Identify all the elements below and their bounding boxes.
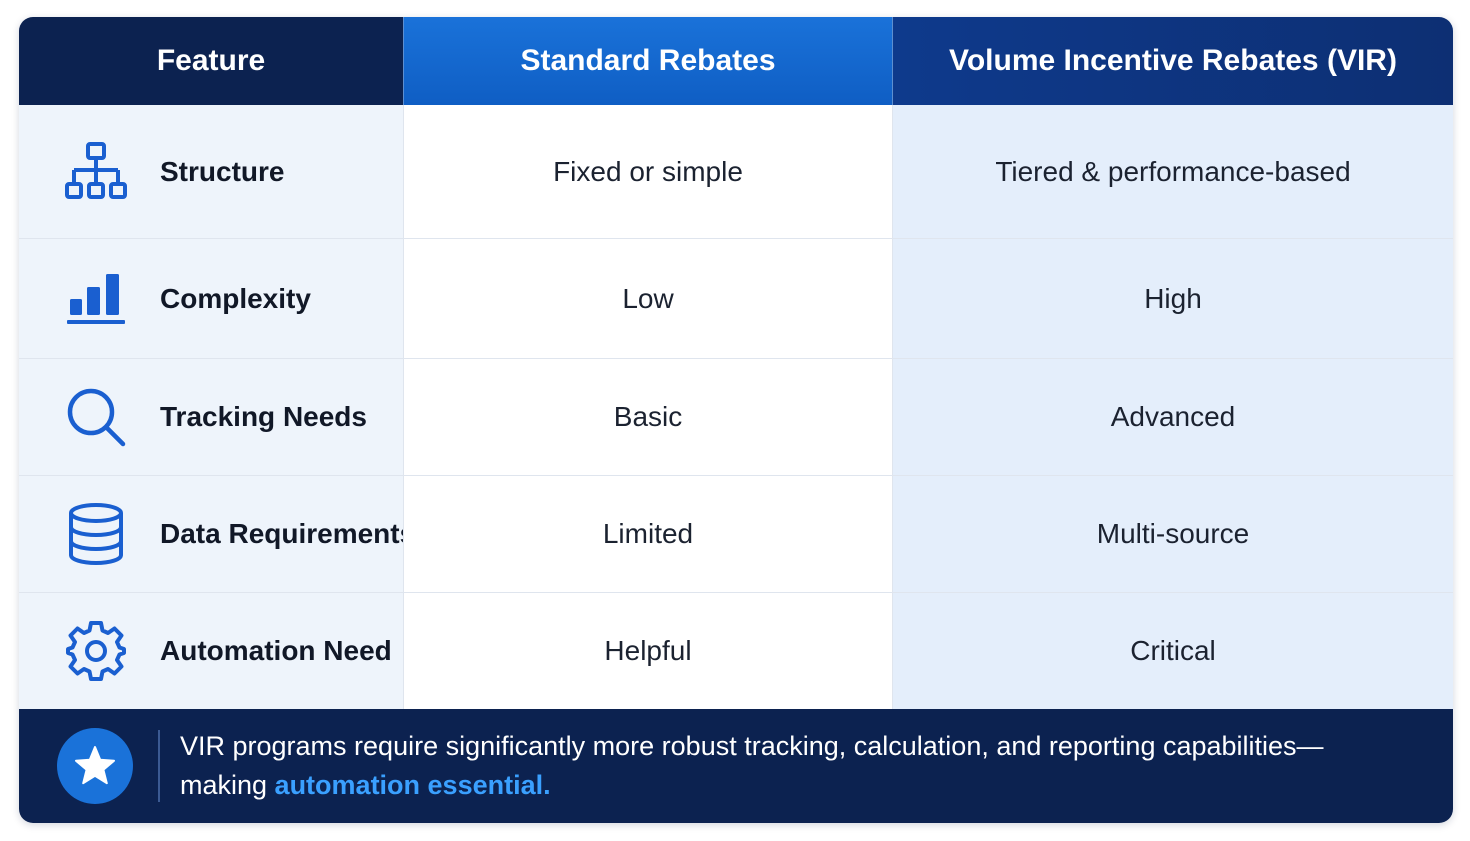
header-vir: Volume Incentive Rebates (VIR) xyxy=(892,17,1453,105)
feature-cell: Data Requirements xyxy=(19,476,415,592)
search-icon xyxy=(63,384,129,450)
feature-cell: Complexity xyxy=(19,239,403,358)
footer-highlight: automation essential. xyxy=(274,770,551,800)
hierarchy-icon xyxy=(63,139,129,205)
vir-value: Advanced xyxy=(892,359,1453,475)
header-standard-rebates: Standard Rebates xyxy=(403,17,892,105)
footer-callout: VIR programs require significantly more … xyxy=(19,709,1453,823)
feature-cell: Structure xyxy=(19,105,403,238)
standard-value: Low xyxy=(403,239,892,358)
feature-label: Tracking Needs xyxy=(160,401,367,432)
bar-chart-icon xyxy=(63,266,129,332)
vir-value: Critical xyxy=(892,593,1453,709)
table-row: Structure Fixed or simple Tiered & perfo… xyxy=(19,105,1453,238)
gear-icon xyxy=(63,618,129,684)
table-row: Automation Need Helpful Critical xyxy=(19,592,1453,709)
table-row: Complexity Low High xyxy=(19,238,1453,358)
standard-value: Helpful xyxy=(403,593,892,709)
feature-label: Data Requirements xyxy=(160,518,416,549)
footer-text: VIR programs require significantly more … xyxy=(180,731,1324,800)
table-header: Feature Standard Rebates Volume Incentiv… xyxy=(19,17,1453,105)
comparison-table: Feature Standard Rebates Volume Incentiv… xyxy=(19,17,1453,823)
header-feature: Feature xyxy=(19,17,403,105)
vir-value: Tiered & performance-based xyxy=(892,105,1453,238)
vir-value: Multi-source xyxy=(892,476,1453,592)
footer-divider xyxy=(158,730,160,802)
vir-value: High xyxy=(892,239,1453,358)
feature-label: Complexity xyxy=(160,282,311,314)
feature-cell: Automation Need xyxy=(19,593,403,709)
standard-value: Basic xyxy=(403,359,892,475)
footer-message: VIR programs require significantly more … xyxy=(180,727,1350,805)
feature-label: Structure xyxy=(160,155,285,187)
table-row: Data Requirements Limited Multi-source xyxy=(19,475,1453,592)
standard-value: Limited xyxy=(403,476,892,592)
star-icon xyxy=(57,728,133,804)
table-row: Tracking Needs Basic Advanced xyxy=(19,358,1453,475)
feature-cell: Tracking Needs xyxy=(19,359,403,475)
standard-value: Fixed or simple xyxy=(403,105,892,238)
feature-label: Automation Need xyxy=(160,635,392,666)
database-icon xyxy=(63,501,129,567)
